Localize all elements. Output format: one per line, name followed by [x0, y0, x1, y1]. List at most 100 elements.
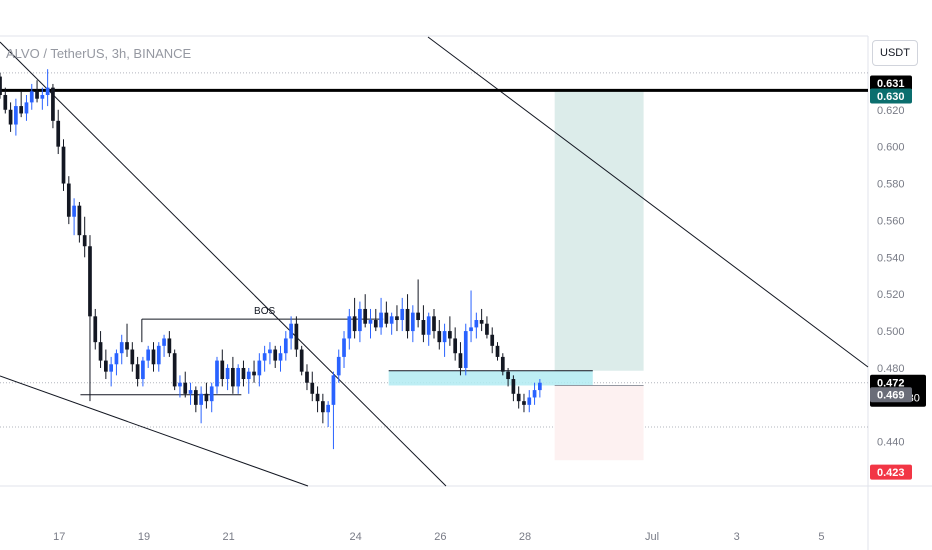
candle-body — [104, 360, 108, 372]
candle-body — [172, 353, 177, 387]
candle-body — [193, 390, 198, 405]
entry-price-tag-bg — [870, 387, 912, 403]
candle-body — [19, 106, 24, 114]
entry-zone — [388, 370, 593, 386]
candle-body — [268, 349, 272, 354]
candle-body — [146, 349, 151, 361]
candle-body — [35, 91, 39, 99]
stop-price-tag: 0.423 — [877, 467, 905, 479]
currency-button[interactable]: USDT — [872, 40, 918, 66]
candle-body — [0, 76, 2, 96]
candle-body — [45, 87, 50, 96]
candle-body — [236, 367, 241, 387]
candle-body — [283, 338, 288, 354]
candle-body — [231, 367, 235, 387]
candle-body — [479, 320, 484, 324]
candle-body — [294, 323, 299, 350]
candle-body — [88, 246, 92, 317]
candle-body — [506, 371, 510, 380]
candle-body — [14, 106, 18, 125]
candle-body — [538, 382, 542, 391]
price-tick-label: 0.520 — [877, 289, 905, 301]
price-tick-label: 0.580 — [877, 179, 905, 191]
time-tick-label: 5 — [818, 531, 824, 543]
chart-title: ALVO / TetherUS, 3h, BINANCE — [6, 46, 192, 61]
target-zone — [554, 91, 644, 371]
candle-body — [410, 312, 415, 332]
candle-body — [246, 371, 251, 380]
candle-body — [156, 345, 161, 365]
candle-body — [474, 320, 479, 328]
price-tick-label: 0.600 — [877, 142, 905, 154]
candle-body — [458, 353, 463, 368]
resistance-top-tag-bg — [870, 75, 912, 91]
candle-body — [453, 338, 458, 354]
candle-body — [183, 382, 188, 394]
candle-body — [3, 95, 8, 110]
candle-body — [61, 146, 66, 184]
price-tick-label: 0.500 — [877, 326, 905, 338]
candle-body — [109, 364, 113, 372]
candle-body — [130, 349, 135, 365]
candle-body — [178, 382, 182, 387]
channel-lower-line — [0, 375, 309, 487]
candle-body — [299, 349, 304, 372]
time-tick-label: 19 — [138, 531, 150, 543]
candle-body — [310, 382, 315, 394]
candle-body — [368, 320, 373, 324]
candle-body — [516, 393, 521, 402]
candle-body — [342, 338, 346, 357]
candle-body — [141, 360, 145, 380]
candle-body — [29, 91, 34, 103]
time-tick-label: 21 — [223, 531, 235, 543]
candle-body — [98, 342, 103, 361]
candle-body — [24, 102, 29, 114]
candle-body — [8, 109, 13, 125]
candle-body — [72, 205, 76, 217]
candle-body — [352, 316, 357, 332]
candle-body — [432, 316, 436, 332]
resistance-top-tag: 0.631 — [877, 78, 905, 90]
candle-body — [162, 338, 166, 346]
candle-body — [405, 308, 410, 332]
candle-body — [336, 356, 341, 376]
candle-body — [119, 342, 124, 354]
candle-body — [463, 331, 468, 368]
candle-body — [220, 360, 225, 380]
candle-body — [77, 205, 82, 236]
price-tick-label: 0.440 — [877, 437, 905, 449]
bos-label: BOS — [254, 306, 275, 317]
candle-body — [241, 367, 246, 380]
candle-body — [373, 320, 378, 328]
resistance-bottom-tag: 0.630 — [877, 91, 905, 103]
candle-body — [532, 390, 537, 398]
candle-body — [363, 308, 368, 324]
candle-body — [40, 95, 45, 99]
candle-body — [395, 316, 399, 321]
candle-body — [426, 316, 431, 335]
candle-body — [331, 375, 336, 405]
candle-body — [273, 349, 278, 361]
time-tick-label: Jul — [645, 531, 659, 543]
candle-body — [114, 353, 119, 365]
candle-body — [384, 312, 389, 324]
time-tick-label: 28 — [519, 531, 531, 543]
resistance-bottom-tag-bg — [870, 88, 912, 104]
candle-body — [204, 393, 209, 402]
channel-upper-line — [0, 41, 447, 487]
candle-body — [437, 331, 442, 343]
candle-body — [262, 353, 267, 361]
candle-body — [305, 371, 309, 383]
candle-body — [225, 367, 230, 380]
candle-body — [278, 353, 283, 361]
candle-body — [209, 386, 214, 402]
candle-body — [252, 371, 256, 376]
candle-body — [215, 360, 219, 387]
candle-body — [522, 401, 526, 405]
time-tick-label: 24 — [350, 531, 362, 543]
candle-body — [257, 360, 262, 376]
price-tick-label: 0.560 — [877, 215, 905, 227]
long-trend-line — [427, 36, 869, 368]
candle-body — [321, 401, 325, 413]
